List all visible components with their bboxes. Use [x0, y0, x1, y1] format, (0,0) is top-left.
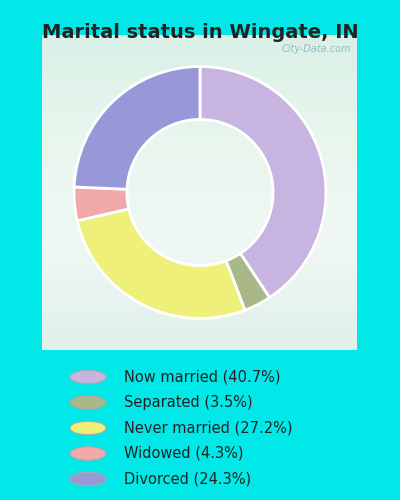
Circle shape [70, 447, 106, 460]
Circle shape [70, 370, 106, 384]
Circle shape [70, 421, 106, 435]
Wedge shape [74, 187, 129, 221]
Circle shape [70, 396, 106, 409]
Text: Separated (3.5%): Separated (3.5%) [124, 395, 253, 410]
Wedge shape [200, 66, 326, 298]
Text: Divorced (24.3%): Divorced (24.3%) [124, 472, 251, 486]
Circle shape [70, 472, 106, 486]
Text: Never married (27.2%): Never married (27.2%) [124, 420, 292, 436]
Text: Now married (40.7%): Now married (40.7%) [124, 370, 280, 384]
Wedge shape [226, 254, 270, 310]
Wedge shape [74, 66, 200, 190]
Text: Marital status in Wingate, IN: Marital status in Wingate, IN [42, 22, 358, 42]
Text: Widowed (4.3%): Widowed (4.3%) [124, 446, 244, 461]
Text: City-Data.com: City-Data.com [282, 44, 351, 54]
Wedge shape [77, 209, 245, 318]
